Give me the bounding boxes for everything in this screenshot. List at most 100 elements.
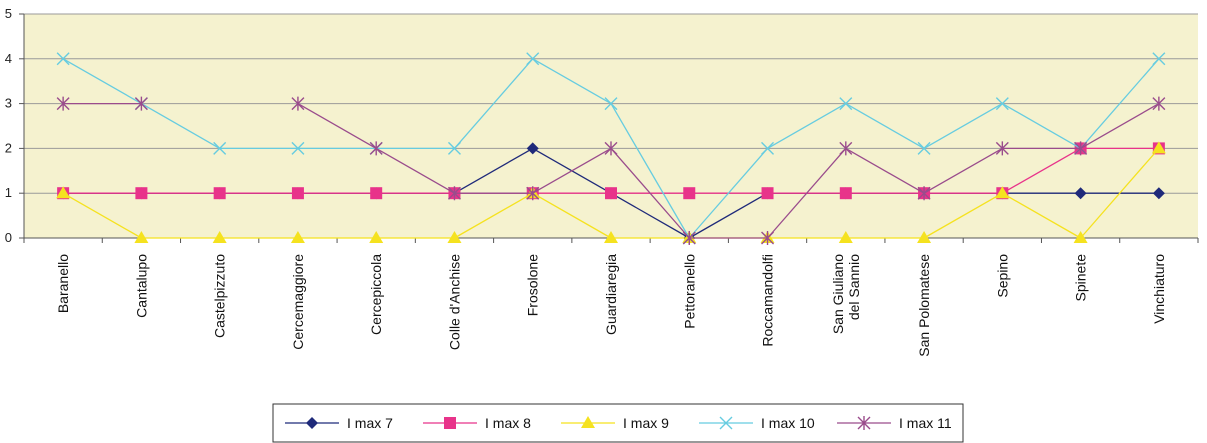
- category-label: Pettoranello: [681, 254, 697, 329]
- data-point: [526, 52, 540, 66]
- data-point: [761, 187, 774, 200]
- category-label: Castelpizzuto: [212, 254, 228, 338]
- category-label: Spinete: [1073, 254, 1089, 302]
- series-line-segment: [532, 192, 612, 239]
- category-label: San Giulianodel Sannio: [830, 254, 862, 334]
- series-line-segment: [532, 58, 612, 105]
- category-label: Colle d'Anchise: [446, 254, 462, 350]
- data-point: [447, 231, 462, 243]
- data-point: [291, 187, 304, 200]
- y-tick-label: 4: [5, 51, 12, 66]
- data-point: [839, 141, 853, 156]
- series-line-segment: [453, 58, 534, 149]
- series-line-segment: [688, 192, 768, 239]
- category-label: Baranello: [55, 254, 71, 313]
- category-label: Vinchiaturo: [1151, 254, 1167, 324]
- series-line-segment: [610, 103, 690, 239]
- series-line-segment: [62, 58, 142, 105]
- category-label: Cercemaggiore: [290, 254, 306, 350]
- data-point: [761, 231, 775, 245]
- category-label: Cercepiccola: [368, 254, 384, 335]
- data-point: [604, 141, 618, 156]
- data-point: [213, 141, 227, 155]
- data-point: [135, 187, 148, 200]
- data-point: [682, 231, 696, 245]
- data-point: [839, 187, 852, 200]
- legend-label: I max 11: [899, 415, 952, 431]
- legend-label: I max 10: [761, 415, 815, 431]
- series-line-segment: [610, 147, 690, 239]
- data-point: [370, 187, 383, 200]
- y-tick-label: 3: [5, 96, 12, 111]
- series-line-segment: [141, 103, 220, 149]
- series-line-segment: [688, 147, 769, 239]
- data-point: [526, 142, 539, 155]
- series-line-segment: [610, 192, 690, 239]
- legend-marker: [857, 416, 871, 430]
- series-line-segment: [845, 147, 925, 194]
- legend-item: I max 10: [699, 415, 815, 431]
- data-point: [1152, 187, 1165, 200]
- data-point: [291, 96, 305, 111]
- plot-area: [24, 14, 1198, 238]
- legend: I max 7 I max 8 I max 9 I max 10 I max 11: [272, 403, 964, 443]
- category-label: Frosolone: [525, 254, 541, 316]
- category-labels: Baranello Cantalupo Castelpizzuto Cercemagg…: [55, 254, 1167, 357]
- data-point: [604, 231, 618, 243]
- legend-label: I max 8: [485, 415, 531, 431]
- legend-item: I max 9: [561, 415, 669, 431]
- category-label: Cantalupo: [133, 254, 149, 318]
- data-point: [134, 231, 149, 243]
- data-point: [212, 231, 227, 243]
- category-label: Roccamandolfi: [760, 254, 776, 347]
- data-point: [56, 96, 70, 111]
- data-point: [995, 97, 1009, 111]
- series-line-segment: [923, 192, 1003, 239]
- category-label: Guardiaregia: [603, 254, 619, 335]
- data-point: [291, 141, 305, 155]
- data-point: [526, 186, 540, 201]
- data-point: [447, 186, 461, 201]
- data-point: [290, 231, 305, 243]
- data-point: [213, 187, 226, 200]
- series-line-segment: [845, 103, 925, 149]
- y-tick-label: 0: [5, 230, 12, 245]
- series-line-segment: [297, 103, 377, 149]
- data-point: [604, 97, 618, 111]
- data-point: [995, 141, 1009, 156]
- data-point: [917, 231, 932, 243]
- legend-item: I max 7: [285, 415, 393, 431]
- series-line-segment: [1080, 103, 1160, 149]
- data-point: [839, 97, 853, 111]
- series-line-segment: [767, 147, 847, 239]
- data-point: [1073, 231, 1088, 243]
- series-line-segment: [1002, 103, 1081, 149]
- series-line-segment: [375, 147, 455, 194]
- category-label: San Polomatese: [916, 254, 932, 357]
- data-point: [683, 187, 696, 200]
- series-line-segment: [1002, 192, 1081, 239]
- data-point: [1151, 141, 1166, 154]
- category-label: Sepino: [994, 254, 1010, 298]
- series-line-segment: [1080, 58, 1160, 149]
- data-point: [369, 231, 384, 243]
- legend-marker: [719, 416, 733, 430]
- data-point: [761, 141, 775, 155]
- y-tick-label: 5: [5, 6, 12, 21]
- data-point: [605, 187, 617, 200]
- series-line-segment: [454, 192, 534, 239]
- data-point: [56, 186, 71, 199]
- series-line-segment: [62, 192, 142, 239]
- legend-marker: [581, 416, 595, 428]
- series-line-segment: [923, 103, 1003, 149]
- legend-label: I max 7: [347, 415, 393, 431]
- data-point: [369, 141, 383, 156]
- legend-label: I max 9: [623, 415, 669, 431]
- data-point: [134, 96, 148, 111]
- series-line-segment: [532, 147, 612, 194]
- series-line-segment: [1002, 147, 1081, 194]
- data-point: [995, 186, 1010, 199]
- data-point: [1152, 96, 1166, 111]
- data-point: [56, 52, 70, 66]
